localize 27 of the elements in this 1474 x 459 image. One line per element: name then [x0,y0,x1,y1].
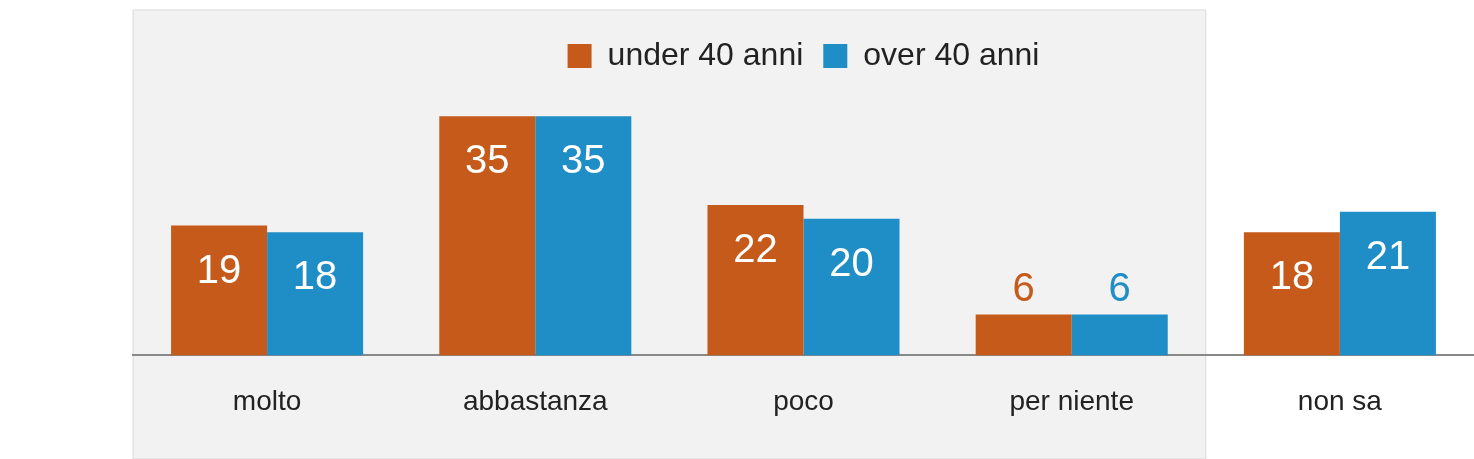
data-label: 21 [1365,232,1411,277]
data-label: 20 [829,239,874,284]
bar [1071,314,1168,356]
x-tick-label: abbastanza [462,384,609,416]
x-tick-label: poco [773,384,834,416]
bar [535,116,632,356]
x-tick-label: non sa [1297,384,1383,416]
legend-label: over 40 anni [863,35,1040,72]
data-label: 22 [733,226,778,271]
legend-label: under 40 anni [607,35,804,72]
data-label: 6 [1108,265,1131,310]
data-label: 18 [292,253,338,298]
bar [1339,211,1436,356]
data-label: 35 [561,137,606,182]
bar [975,314,1072,356]
data-label: 6 [1012,265,1035,310]
bar [707,205,804,356]
data-label: 18 [1269,253,1315,298]
bar [1243,232,1340,356]
x-tick-label: per niente [1009,384,1134,416]
data-label: 35 [465,137,510,182]
bar [803,218,900,356]
data-label: 19 [196,246,242,291]
bar [171,225,268,356]
bar [439,116,536,356]
x-tick-label: molto [232,384,302,416]
bar [267,232,364,356]
